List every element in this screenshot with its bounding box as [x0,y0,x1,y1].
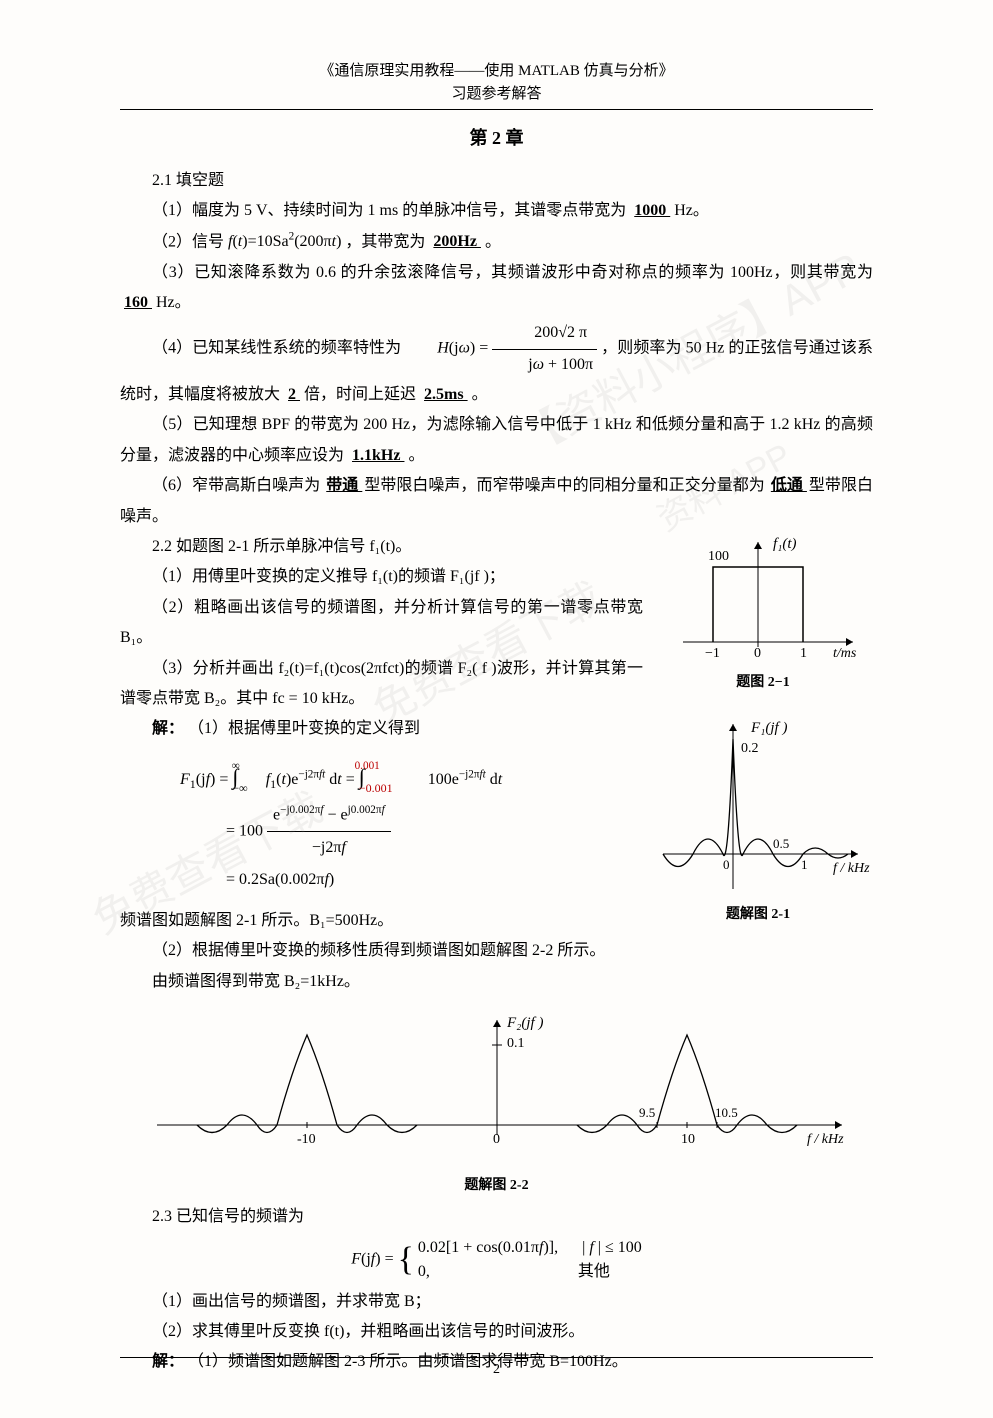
y-label: F₁(jf ) [750,720,787,736]
text: 。 [472,386,488,403]
x-tick1: 0.5 [773,836,789,851]
solution-label: 解： [152,720,184,737]
figure-sol-2-1: F₁(jf ) 0.2 0.5 1 0 f / kHz 题解图 2-1 [643,714,873,923]
text: （5）已知理想 BPF 的带宽为 200 Hz，为滤除输入信号中低于 1 kHz… [120,416,873,463]
text: 。 [485,233,501,250]
q22-sol2-tail: 由频谱图得到带宽 B₂=1kHz。 [120,967,873,997]
text: （1）幅度为 5 V、持续时间为 1 ms 的单脉冲信号，其谱零点带宽为 [152,202,626,219]
formula: H(jω) = 200√2 π jω + 100π [405,318,597,380]
q21-item4: （4）已知某线性系统的频率特性为 H(jω) = 200√2 π jω + 10… [120,318,873,410]
text: （1）根据傅里叶变换的定义得到 [188,720,420,737]
text: 倍，时间上延迟 [304,386,416,403]
text: 型带限白噪声，而窄带噪声中的同相分量和正交分量都为 [364,477,765,494]
x-zero: 0 [723,857,730,872]
text: （3）已知滚降系数为 0.6 的升余弦滚降信号，其频谱波形中奇对称点的频率为 1… [152,264,873,281]
page-header: 《通信原理实用教程——使用 MATLAB 仿真与分析》 习题参考解答 [120,60,873,110]
pulse-plot-icon: 100 f₁(t) −1 0 1 t/ms [653,532,873,662]
page: 【资料小程序】APP 免费查看下载 资料 APP 免费查看下载 《通信原理实用教… [0,0,993,1418]
figure-2-1: 100 f₁(t) −1 0 1 t/ms 题图 2−1 [653,532,873,691]
figure-caption: 题解图 2-2 [120,1174,873,1194]
sinc-plot-icon: F₁(jf ) 0.2 0.5 1 0 f / kHz [643,714,873,894]
formula: f(t)=10Sa2(200πt) [228,233,341,250]
q23-formula: F(jf) = { 0.02[1 + cos(0.01πf)], | f | ≤… [120,1239,873,1281]
blank-value: 200Hz [429,233,485,250]
x-zero: 0 [754,646,761,661]
spectrum-plot-icon: F₂(jf ) 0.1 -10 0 10 9.5 10.5 f / kHz [137,1005,857,1165]
x-left: -10 [297,1132,316,1147]
figure-caption: 题图 2−1 [653,671,873,691]
chapter-title: 第 2 章 [120,124,873,150]
blank-value: 2 [284,386,304,403]
q23-title: 2.3 已知信号的频谱为 [120,1202,873,1232]
q22-sol2: （2）根据傅里叶变换的频移性质得到频谱图如题解图 2-2 所示。 [120,936,873,966]
x-zero: 0 [493,1132,500,1147]
q21-item6: （6）窄带高斯白噪声为 带通 型带限白噪声，而窄带噪声中的同相分量和正交分量都为… [120,471,873,532]
x-unit: f / kHz [833,861,870,876]
text: （4）已知某线性系统的频率特性为 [152,340,405,357]
blank-value: 1000 [630,202,674,219]
text: 。 [408,447,424,464]
q21-item5: （5）已知理想 BPF 的带宽为 200 Hz，为滤除输入信号中低于 1 kHz… [120,410,873,471]
blank-value: 低通 [769,477,809,494]
page-number: 2 [120,1357,873,1378]
text: （6）窄带高斯白噪声为 [152,477,320,494]
header-line-1: 《通信原理实用教程——使用 MATLAB 仿真与分析》 [120,60,873,83]
x-left: −1 [705,646,720,661]
figure-sol-2-2: F₂(jf ) 0.1 -10 0 10 9.5 10.5 f / kHz 题解… [120,1005,873,1194]
y-label: F₂(jf ) [506,1015,543,1031]
blank-value: 160 [120,294,156,311]
x-right: 1 [800,646,807,661]
x-l1: 9.5 [639,1105,655,1120]
y-label: f₁(t) [773,536,797,552]
y-value: 0.1 [507,1036,525,1051]
blank-value: 2.5ms [420,386,472,403]
text: ，其带宽为 [345,233,425,250]
x-right: 10 [681,1132,695,1147]
q23-line1: （1）画出信号的频谱图，并求带宽 B； [120,1287,873,1317]
y-value: 0.2 [741,741,759,756]
text: （2）信号 [152,233,228,250]
blank-value: 1.1kHz [348,447,408,464]
q21-item1: （1）幅度为 5 V、持续时间为 1 ms 的单脉冲信号，其谱零点带宽为 100… [120,196,873,226]
x-unit: f / kHz [807,1132,844,1147]
figure-caption: 题解图 2-1 [643,903,873,923]
y-value: 100 [708,549,729,564]
q21-item2: （2）信号 f(t)=10Sa2(200πt) ，其带宽为 200Hz 。 [120,227,873,258]
q21-item3: （3）已知滚降系数为 0.6 的升余弦滚降信号，其频谱波形中奇对称点的频率为 1… [120,258,873,319]
header-line-2: 习题参考解答 [120,83,873,106]
q23-line2: （2）求其傅里叶反变换 f(t)，并粗略画出该信号的时间波形。 [120,1317,873,1347]
x-unit: t/ms [833,646,857,661]
text: Hz。 [156,294,191,311]
x-l2: 10.5 [715,1105,738,1120]
x-tick2: 1 [801,857,808,872]
blank-value: 带通 [324,477,364,494]
text: Hz。 [674,202,709,219]
q21-title: 2.1 填空题 [120,166,873,196]
